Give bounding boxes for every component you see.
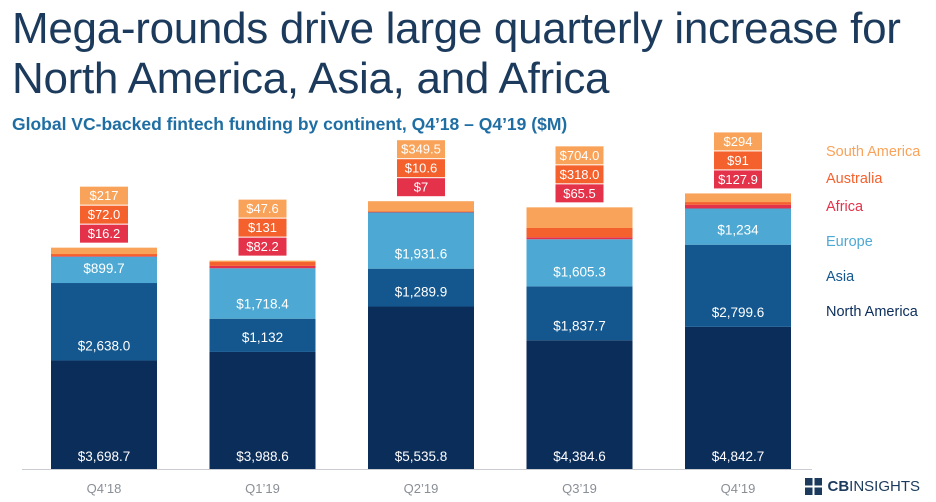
bar-segment-north-america-q3-19 (526, 340, 633, 469)
data-label-box-africa-q4-18 (80, 224, 128, 243)
x-tick-label-q2-19: Q2’19 (404, 481, 439, 496)
bar-segment-north-america-q2-19 (368, 306, 474, 469)
data-label-europe-q3-19: $1,605.3 (553, 264, 606, 279)
data-label-box-south-america-q4-19 (714, 132, 762, 151)
data-label-australia-q1-19: $131 (248, 220, 277, 235)
bar-segment-europe-q4-19 (685, 208, 791, 245)
bar-segment-south-america-q3-19 (526, 207, 633, 229)
data-label-asia-q4-19: $2,799.6 (712, 305, 765, 320)
bar-segment-south-america-q2-19 (368, 201, 474, 212)
bar-segment-europe-q1-19 (209, 268, 316, 319)
data-label-asia-q3-19: $1,837.7 (553, 318, 606, 333)
data-label-north-america-q1-19: $3,988.6 (236, 449, 289, 464)
cbinsights-logo: CB INSIGHTS (805, 478, 920, 495)
data-label-south-america-q3-19: $704.0 (560, 148, 600, 163)
legend-item-north-america: North America (826, 304, 919, 320)
x-tick-label-q1-19: Q1’19 (245, 481, 280, 496)
bar-segment-africa-q4-19 (685, 204, 791, 209)
bar-segment-africa-q1-19 (209, 265, 316, 269)
data-label-europe-q4-18: $899.7 (83, 261, 124, 276)
legend-item-asia: Asia (826, 269, 855, 285)
legend-item-south-america: South America (826, 144, 921, 160)
data-label-box-africa-q2-19 (397, 178, 445, 197)
x-tick-label-q4-19: Q4’19 (721, 481, 756, 496)
bar-segment-europe-q3-19 (526, 239, 633, 287)
bar-segment-asia-q1-19 (209, 318, 316, 352)
data-label-box-south-america-q1-19 (238, 199, 287, 218)
logo-suffix: INSIGHTS (849, 478, 920, 495)
bar-segment-asia-q3-19 (526, 286, 633, 341)
legend-item-europe: Europe (826, 234, 873, 250)
data-label-north-america-q4-18: $3,698.7 (78, 449, 131, 464)
data-label-box-australia-q2-19 (397, 159, 445, 178)
data-label-box-australia-q3-19 (555, 165, 604, 184)
bar-segment-asia-q4-18 (51, 283, 157, 361)
data-label-box-south-america-q3-19 (555, 146, 604, 165)
bar-segment-asia-q4-19 (685, 244, 791, 327)
data-label-asia-q4-18: $2,638.0 (78, 338, 131, 353)
bar-segment-north-america-q1-19 (209, 351, 316, 469)
data-label-asia-q2-19: $1,289.9 (395, 285, 448, 300)
bar-segment-north-america-q4-18 (51, 360, 157, 469)
bar-segment-australia-q4-19 (685, 202, 791, 205)
data-label-south-america-q2-19: $349.5 (401, 142, 441, 157)
bar-segment-europe-q4-18 (51, 256, 157, 284)
x-tick-label-q3-19: Q3’19 (562, 481, 597, 496)
legend-item-africa: Africa (826, 199, 864, 215)
data-label-south-america-q1-19: $47.6 (246, 201, 279, 216)
data-label-africa-q4-19: $127.9 (718, 172, 758, 187)
bar-segment-africa-q3-19 (526, 237, 633, 240)
chart-title: Mega-rounds drive large quarterly increa… (12, 4, 901, 103)
data-label-australia-q4-19: $91 (727, 153, 749, 168)
chart-subtitle: Global VC-backed fintech funding by cont… (12, 114, 568, 134)
data-label-europe-q2-19: $1,931.6 (395, 247, 448, 262)
bar-segment-south-america-q4-18 (51, 247, 157, 255)
data-label-south-america-q4-18: $217 (90, 188, 119, 203)
bar-segment-australia-q2-19 (368, 211, 474, 213)
data-label-asia-q1-19: $1,132 (242, 330, 283, 345)
data-label-box-africa-q4-19 (714, 170, 762, 189)
data-label-north-america-q4-19: $4,842.7 (712, 449, 765, 464)
data-label-africa-q3-19: $65.5 (563, 186, 596, 201)
bar-segment-australia-q4-18 (51, 254, 157, 257)
cbinsights-logo-icon (805, 478, 823, 495)
data-label-africa-q4-18: $16.2 (88, 226, 121, 241)
bar-segment-north-america-q4-19 (685, 326, 791, 469)
data-label-europe-q1-19: $1,718.4 (236, 297, 289, 312)
data-label-south-america-q4-19: $294 (724, 134, 753, 149)
data-label-box-africa-q1-19 (238, 237, 287, 256)
data-label-australia-q3-19: $318.0 (560, 167, 600, 182)
legend-item-australia: Australia (826, 171, 883, 187)
data-label-north-america-q3-19: $4,384.6 (553, 449, 606, 464)
data-label-box-australia-q1-19 (238, 218, 287, 237)
bar-segment-south-america-q1-19 (209, 260, 316, 263)
logo-brand: CB (827, 478, 850, 495)
data-label-africa-q1-19: $82.2 (246, 239, 279, 254)
bar-segment-africa-q4-18 (51, 256, 157, 257)
data-label-box-australia-q4-19 (714, 151, 762, 170)
bar-segment-south-america-q4-19 (685, 193, 791, 203)
data-label-box-south-america-q4-18 (80, 186, 128, 205)
data-label-box-south-america-q2-19 (397, 140, 445, 159)
x-tick-label-q4-18: Q4’18 (87, 481, 122, 496)
data-label-box-australia-q4-18 (80, 205, 128, 224)
bar-segment-australia-q1-19 (209, 262, 316, 266)
data-label-north-america-q2-19: $5,535.8 (395, 449, 448, 464)
bar-segment-asia-q2-19 (368, 268, 474, 307)
bar-segment-africa-q2-19 (368, 211, 474, 213)
bar-segment-europe-q2-19 (368, 211, 474, 269)
data-label-australia-q4-18: $72.0 (88, 207, 121, 222)
data-label-box-africa-q3-19 (555, 184, 604, 203)
data-label-europe-q4-19: $1,234 (717, 223, 759, 238)
bar-segment-australia-q3-19 (526, 228, 633, 238)
data-label-australia-q2-19: $10.6 (405, 161, 438, 176)
data-label-africa-q2-19: $7 (414, 180, 428, 195)
